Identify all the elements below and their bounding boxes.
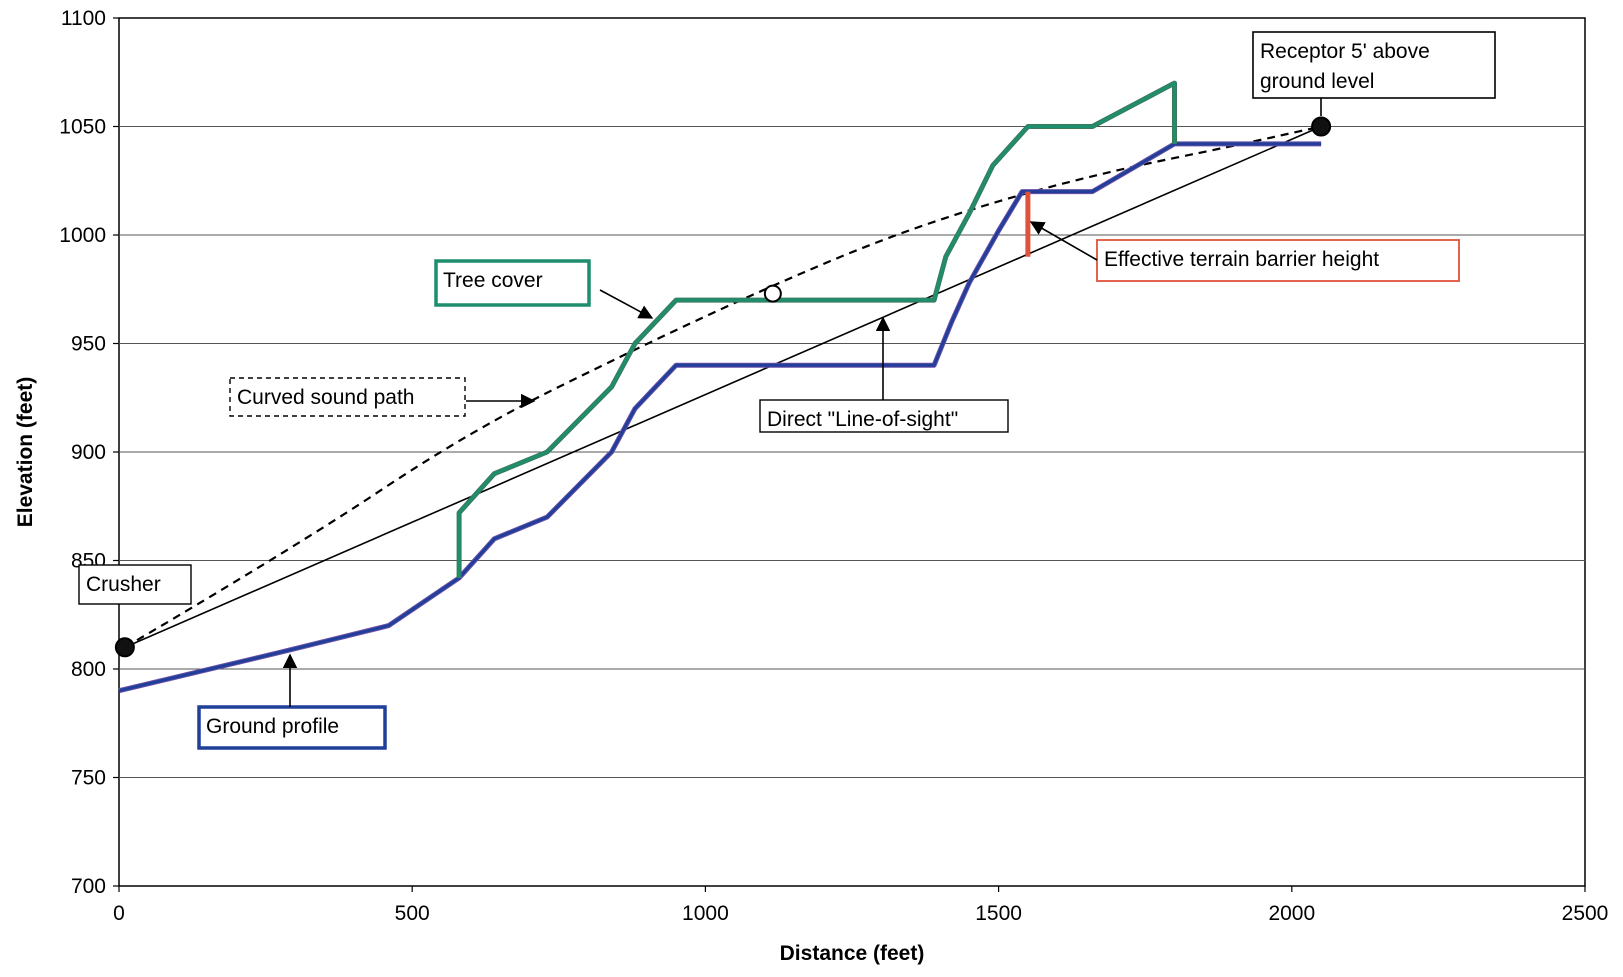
annotation-box (197, 705, 387, 750)
y-tick-label: 700 (71, 875, 106, 898)
tangent-point-marker (763, 284, 782, 303)
annotation-text: Direct "Line-of-sight" (767, 408, 958, 431)
annotation-text: Tree cover (443, 269, 543, 292)
curved-sound-path-series (124, 125, 1322, 649)
crusher-marker (114, 637, 135, 658)
annotation-barrier: Effective terrain barrier height (1096, 239, 1460, 282)
annotation-box (78, 564, 192, 605)
line-of-sight-series (124, 125, 1322, 649)
y-tick-label: 900 (71, 441, 106, 464)
annotation-curved: Curved sound path (229, 377, 466, 417)
annotation-text: Crusher (86, 573, 161, 596)
marker-layer (114, 116, 1332, 658)
gridlines (113, 17, 1586, 892)
x-tick-label: 2500 (1562, 902, 1609, 925)
tree-cover-series (457, 81, 1176, 578)
annotation-text: Curved sound path (237, 386, 414, 409)
x-tick-label: 1000 (682, 902, 729, 925)
annotation-los: Direct "Line-of-sight" (759, 399, 1009, 433)
annotation-crusher: Crusher (78, 564, 192, 605)
y-tick-label: 750 (71, 767, 106, 790)
y-tick-label: 1050 (59, 116, 106, 139)
x-axis-title: Distance (feet) (780, 942, 925, 965)
annotation-box (759, 399, 1009, 433)
y-tick-label: 1100 (61, 7, 106, 30)
annotation-text: Receptor 5' above (1260, 40, 1430, 63)
annotation-layer: Receptor 5' above ground level Effective t… (78, 31, 1496, 750)
annotation-box (1096, 239, 1460, 282)
x-tick-label: 2000 (1268, 902, 1315, 925)
annotation-arrow (1029, 221, 1098, 261)
x-tick-label: 500 (395, 902, 430, 925)
annotation-tree: Tree cover (434, 259, 591, 307)
annotation-receptor: Receptor 5' above ground level (1252, 31, 1496, 99)
ground-profile-series (118, 142, 1322, 693)
annotation-text: Ground profile (206, 715, 339, 738)
annotation-ground: Ground profile (197, 705, 387, 750)
series-layer (118, 80, 1322, 694)
x-tick-label: 0 (113, 902, 125, 925)
annotation-text: ground level (1260, 70, 1374, 93)
annotation-text: Effective terrain barrier height (1104, 248, 1379, 271)
x-tick-label: 1500 (975, 902, 1022, 925)
annotation-arrow (599, 289, 654, 319)
y-axis-title: Elevation (feet) (14, 377, 37, 528)
receptor-marker (1311, 116, 1332, 137)
annotation-box (434, 259, 591, 307)
annotation-box (1252, 31, 1496, 99)
y-tick-label: 950 (71, 333, 106, 356)
y-tick-label: 800 (71, 658, 106, 681)
annotation-box (229, 377, 466, 417)
x-tick-labels: 0 500 1000 1500 2000 2500 (113, 902, 1608, 925)
y-tick-label: 1000 (59, 224, 106, 247)
